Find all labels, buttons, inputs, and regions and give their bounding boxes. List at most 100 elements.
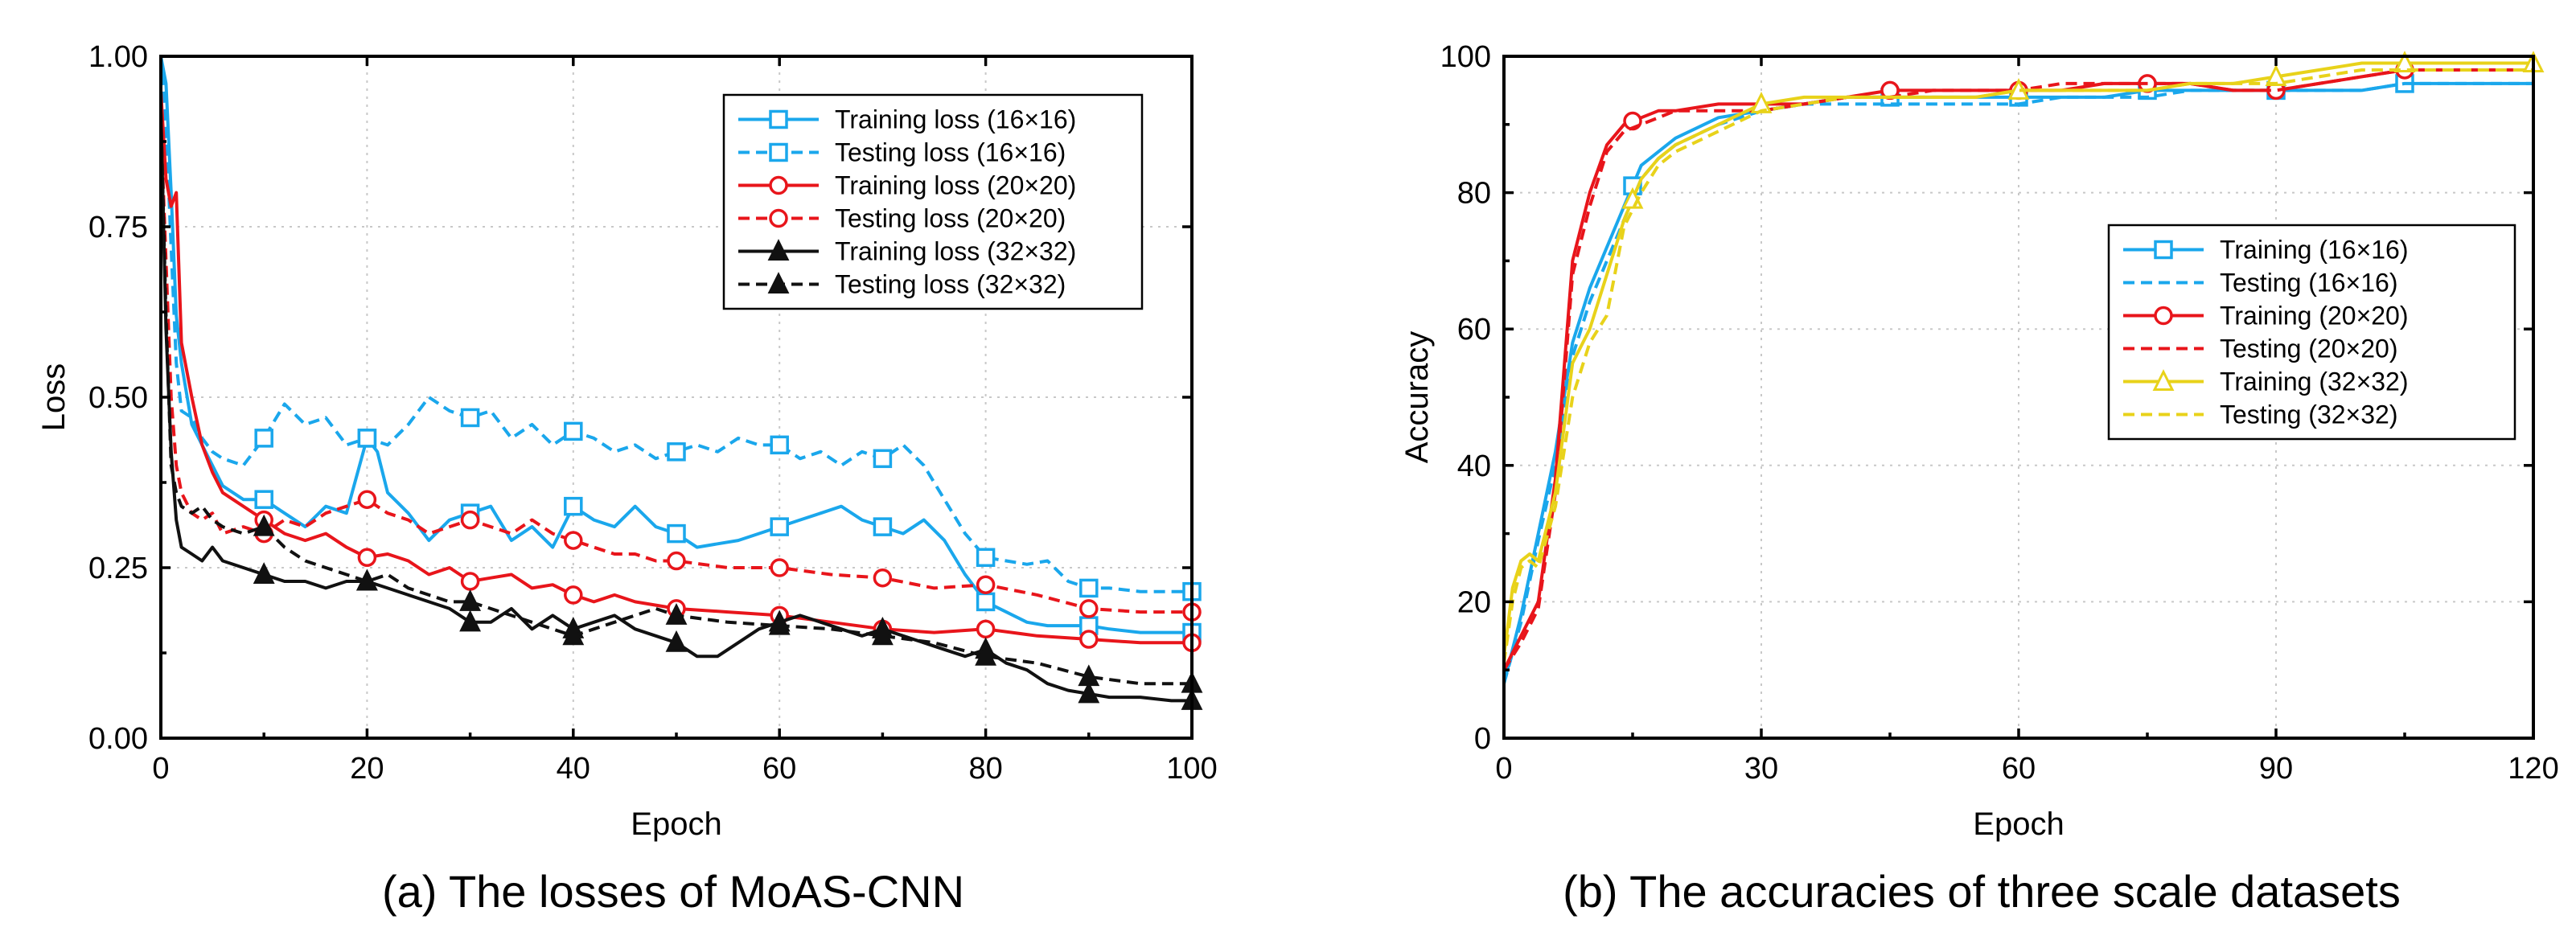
data-point-marker — [871, 623, 894, 646]
data-point-marker — [770, 517, 789, 536]
data-point-marker — [976, 619, 996, 639]
data-point-marker — [460, 510, 480, 530]
legend-marker — [2152, 369, 2175, 391]
legend-marker — [769, 175, 788, 195]
y-tick-label: 1.00 — [88, 40, 148, 74]
data-point-marker — [665, 630, 688, 652]
legend-entry-training-loss-20-20: Training loss (20×20) — [835, 171, 1076, 200]
data-point-marker — [665, 603, 688, 625]
series-testing-32-32 — [1502, 68, 2533, 663]
y-tick-label: 0 — [1474, 722, 1491, 756]
chart-caption: (a) The losses of MoAS-CNN — [382, 866, 964, 917]
y-tick-label: 0.75 — [88, 211, 148, 244]
legend-entry-training-loss-32-32: Training loss (32×32) — [835, 237, 1076, 266]
series-line-testing-loss-32-32 — [159, 110, 1192, 686]
x-tick-label: 20 — [350, 752, 384, 786]
legend-entry-training-16-16: Training (16×16) — [2220, 236, 2409, 265]
data-point-marker — [254, 490, 273, 509]
data-point-marker — [1078, 664, 1100, 687]
y-tick-label: 0.50 — [88, 381, 148, 415]
data-point-marker — [1078, 681, 1100, 704]
data-point-marker — [459, 609, 482, 632]
legend-entry-testing-loss-32-32: Testing loss (32×32) — [835, 270, 1066, 299]
legend-marker — [2154, 240, 2173, 260]
legend-entry-testing-32-32: Testing (32×32) — [2220, 400, 2397, 429]
data-point-marker — [253, 514, 275, 536]
data-point-marker — [667, 442, 686, 462]
loss-chart-panel: 0 20 40 60 80 100 0.00 0.25 0.50 0.75 1.00 Epoch Los… — [36, 40, 1218, 917]
data-point-marker — [768, 613, 791, 635]
data-point-marker — [976, 575, 996, 594]
y-tick-label: 0.25 — [88, 552, 148, 585]
legend: Training loss (16×16) Testing loss (16×16… — [722, 93, 1144, 310]
series-testing-loss-16-16 — [159, 55, 1202, 601]
legend-marker — [769, 109, 788, 129]
data-point-marker — [873, 517, 893, 536]
x-tick-label: 120 — [2508, 752, 2558, 786]
data-point-marker — [564, 531, 583, 550]
x-tick-label: 60 — [762, 752, 796, 786]
legend-frame — [2107, 224, 2516, 441]
y-tick-label: 80 — [1457, 177, 1491, 211]
x-axis-label: Epoch — [1973, 807, 2064, 842]
x-axis-label: Epoch — [631, 807, 721, 842]
x-tick-label: 60 — [2002, 752, 2036, 786]
legend-entry-training-loss-16-16: Training loss (16×16) — [835, 105, 1076, 134]
y-tick-label: 20 — [1457, 585, 1491, 619]
data-point-marker — [976, 592, 996, 612]
legend: Training (16×16) Testing (16×16) Training … — [2107, 224, 2516, 441]
data-point-marker — [460, 408, 480, 428]
data-point-marker — [564, 421, 583, 441]
series-group — [159, 55, 1203, 710]
legend-marker — [769, 142, 788, 162]
data-point-marker — [667, 551, 686, 571]
series-group — [1502, 51, 2545, 684]
data-point-marker — [357, 429, 377, 448]
x-tick-label: 0 — [152, 752, 169, 786]
data-point-marker — [667, 523, 686, 544]
x-tick-label: 0 — [1495, 752, 1512, 786]
legend-frame — [722, 93, 1144, 310]
legend-marker — [769, 208, 788, 228]
data-point-marker — [873, 449, 893, 469]
data-point-marker — [1079, 630, 1099, 649]
x-tick-label: 90 — [2259, 752, 2293, 786]
y-tick-label: 60 — [1457, 313, 1491, 347]
y-tick-label: 100 — [1440, 40, 1491, 74]
y-tick-label: 0.00 — [88, 722, 148, 756]
data-point-marker — [564, 496, 583, 516]
data-point-marker — [770, 558, 789, 577]
data-point-marker — [357, 548, 377, 568]
x-tick-label: 40 — [557, 752, 590, 786]
data-point-marker — [1079, 599, 1099, 618]
legend-marker — [2154, 306, 2173, 326]
x-tick-label: 80 — [968, 752, 1002, 786]
x-tick-label: 100 — [1166, 752, 1217, 786]
series-training-loss-16-16 — [159, 55, 1202, 642]
data-point-marker — [355, 568, 378, 591]
chart-caption: (b) The accuracies of three scale datase… — [1563, 866, 2401, 917]
legend-entry-testing-loss-16-16: Testing loss (16×16) — [835, 138, 1066, 167]
data-point-marker — [459, 589, 482, 611]
series-testing-loss-32-32 — [159, 110, 1203, 693]
x-tick-label: 30 — [1744, 752, 1778, 786]
legend-entry-training-32-32: Training (32×32) — [2220, 367, 2409, 396]
data-point-marker — [460, 572, 480, 591]
legend-entry-testing-20-20: Testing (20×20) — [2220, 335, 2397, 363]
data-point-marker — [976, 548, 996, 568]
data-point-marker — [254, 429, 273, 448]
legend-entry-testing-loss-20-20: Testing loss (20×20) — [835, 204, 1066, 233]
data-point-marker — [2393, 51, 2416, 72]
series-testing-16-16 — [1502, 81, 2533, 684]
data-point-marker — [357, 490, 377, 509]
data-point-marker — [564, 585, 583, 605]
data-point-marker — [1079, 578, 1099, 598]
accuracy-chart-panel: 0 30 60 90 120 0 20 40 60 80 100 Epoch Accuracy (b) T… — [1399, 40, 2559, 917]
legend-marker — [767, 272, 790, 293]
legend-entry-testing-16-16: Testing (16×16) — [2220, 269, 2397, 298]
data-point-marker — [975, 643, 997, 666]
legend-marker — [767, 239, 790, 261]
data-point-marker — [253, 562, 275, 584]
data-point-marker — [873, 568, 893, 588]
